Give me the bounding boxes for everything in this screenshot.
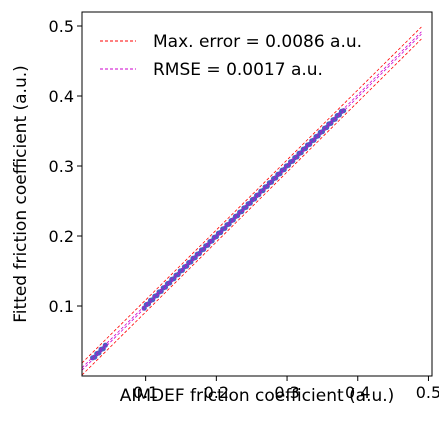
data-layer [90,108,347,361]
reference-line-rmse-lower [81,33,422,371]
y-axis-label: Fitted friction coefficient (a.u.) [11,65,31,323]
reference-line-rmse-upper [81,31,422,369]
legend-label-max-error: Max. error = 0.0086 a.u. [153,32,362,52]
y-tick-label: 0.1 [49,297,74,316]
x-tick-label: 0.5 [416,383,439,402]
x-tick-label: 0.1 [133,383,158,402]
y-tick-label: 0.2 [49,227,74,246]
legend-label-rmse: RMSE = 0.0017 a.u. [153,60,323,80]
reference-line-max-error-lower [81,38,422,376]
reference-line-max-error-upper [81,26,422,364]
x-tick-label: 0.2 [204,383,229,402]
y-tick-label: 0.3 [49,157,74,176]
reference-lines-layer [81,26,422,376]
y-tick-label: 0.4 [49,87,74,106]
legend: Max. error = 0.0086 a.u. RMSE = 0.0017 a… [100,32,362,80]
plot-frame [81,11,433,377]
y-axis: 0.1 0.2 0.3 0.4 0.5 [49,17,82,316]
x-tick-label: 0.3 [274,383,299,402]
y-tick-label: 0.5 [49,17,74,36]
x-axis-label: AIMDEF friction coefficient (a.u.) [120,386,395,406]
x-axis: 0.1 0.2 0.3 0.4 0.5 [133,376,439,402]
x-tick-label: 0.4 [345,383,370,402]
